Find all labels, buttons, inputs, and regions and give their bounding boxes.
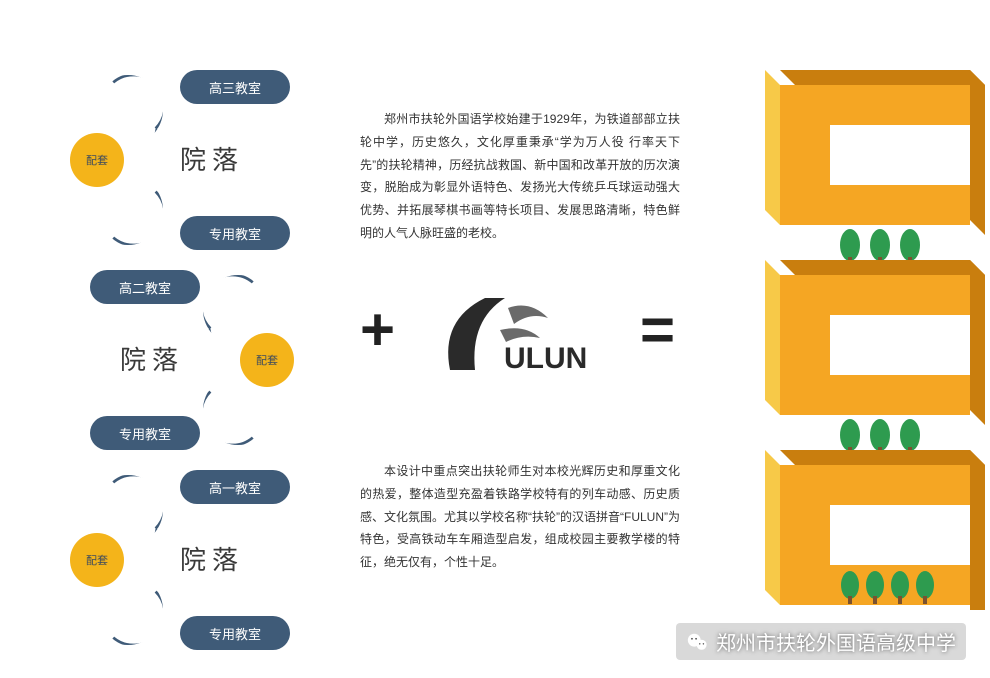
pill-top-2-label: 高二教室 xyxy=(119,278,171,297)
fulun-logo: ULUN xyxy=(430,290,620,380)
circle-2: 配套 xyxy=(240,333,294,387)
circle-1: 配套 xyxy=(70,133,124,187)
main-label-2: 院落 xyxy=(120,340,184,377)
pill-bottom-1: 专用教室 xyxy=(180,216,290,250)
courtyard-unit-1: 高三教室 配套 院落 专用教室 xyxy=(60,70,320,250)
pill-bottom-2: 专用教室 xyxy=(90,416,200,450)
block-top xyxy=(765,70,985,235)
watermark: 郑州市扶轮外国语高级中学 xyxy=(676,623,966,660)
logo-text: ULUN xyxy=(504,342,587,375)
pill-bottom-3-label: 专用教室 xyxy=(209,624,261,643)
circle-1-label: 配套 xyxy=(86,152,108,168)
equals-operator: = xyxy=(640,295,675,364)
pill-top-1: 高三教室 xyxy=(180,70,290,104)
circle-3-label: 配套 xyxy=(86,552,108,568)
block-middle xyxy=(765,260,985,425)
paragraph-bottom: 本设计中重点突出扶轮师生对本校光辉历史和厚重文化的热爱，整体造型充盈着铁路学校特… xyxy=(360,460,680,574)
courtyard-unit-3: 高一教室 配套 院落 专用教室 xyxy=(60,470,320,650)
plus-operator: + xyxy=(360,295,395,364)
pill-top-3: 高一教室 xyxy=(180,470,290,504)
main-label-1: 院落 xyxy=(180,140,244,177)
courtyard-diagram-column: 高三教室 配套 院落 专用教室 高二教室 院落 配套 专用教室 xyxy=(60,70,320,670)
watermark-text: 郑州市扶轮外国语高级中学 xyxy=(716,627,956,656)
pill-top-3-label: 高一教室 xyxy=(209,478,261,497)
wechat-icon xyxy=(686,631,708,653)
main-label-3: 院落 xyxy=(180,540,244,577)
paragraph-top: 郑州市扶轮外国语学校始建于1929年，为铁道部部立扶轮中学，历史悠久，文化厚重秉… xyxy=(360,108,680,245)
pill-bottom-2-label: 专用教室 xyxy=(119,424,171,443)
pill-bottom-1-label: 专用教室 xyxy=(209,224,261,243)
pill-bottom-3: 专用教室 xyxy=(180,616,290,650)
building-3d-render xyxy=(720,50,990,610)
circle-3: 配套 xyxy=(70,533,124,587)
pill-top-2: 高二教室 xyxy=(90,270,200,304)
courtyard-unit-2: 高二教室 院落 配套 专用教室 xyxy=(60,270,320,450)
pill-top-1-label: 高三教室 xyxy=(209,78,261,97)
circle-2-label: 配套 xyxy=(256,352,278,368)
